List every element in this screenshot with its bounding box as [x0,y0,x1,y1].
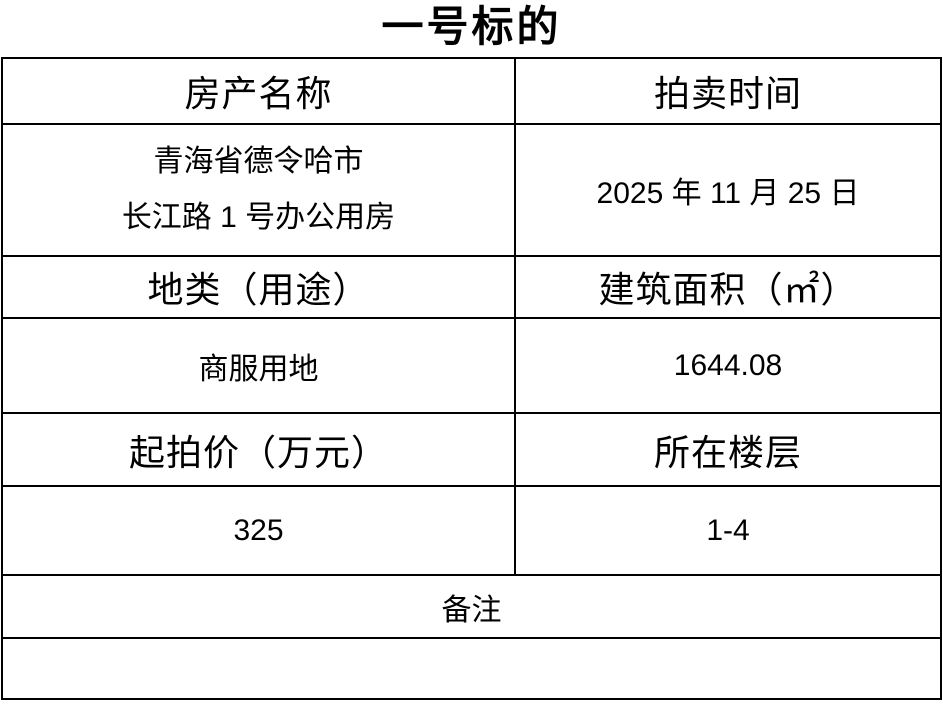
page-title: 一号标的 [381,5,562,51]
table-row-values-3: 325 1-4 [1,485,942,576]
table-row-remarks-value [1,637,942,700]
floor-value-cell: 1-4 [514,485,942,576]
table-row-values-2: 商服用地 1644.08 [1,317,942,414]
table-row-remarks-header: 备注 [1,574,942,639]
auction-time-value-cell: 2025 年 11 月 25 日 [514,123,942,257]
property-name-value-cell: 青海省德令哈市 长江路 1 号办公用房 [1,123,516,257]
starting-price-header-cell: 起拍价（万元） [1,412,516,487]
table-row-headers-3: 起拍价（万元） 所在楼层 [1,412,942,487]
auction-table: 房产名称 拍卖时间 青海省德令哈市 长江路 1 号办公用房 2025 年 11 … [1,57,942,700]
starting-price-value-cell: 325 [1,485,516,576]
remarks-value-cell [1,637,942,700]
building-area-header-cell: 建筑面积（㎡） [514,255,942,319]
floor-header-cell: 所在楼层 [514,412,942,487]
auction-time-header-cell: 拍卖时间 [514,57,942,125]
table-row-headers-1: 房产名称 拍卖时间 [1,57,942,125]
address-line-2: 长江路 1 号办公用房 [121,201,396,234]
property-name-header-cell: 房产名称 [1,57,516,125]
remarks-header-cell: 备注 [1,574,942,639]
land-type-header-cell: 地类（用途） [1,255,516,319]
land-type-value-cell: 商服用地 [1,317,516,414]
address-line-1: 青海省德令哈市 [153,145,364,178]
table-row-headers-2: 地类（用途） 建筑面积（㎡） [1,255,942,319]
building-area-value-cell: 1644.08 [514,317,942,414]
table-row-values-1: 青海省德令哈市 长江路 1 号办公用房 2025 年 11 月 25 日 [1,123,942,257]
